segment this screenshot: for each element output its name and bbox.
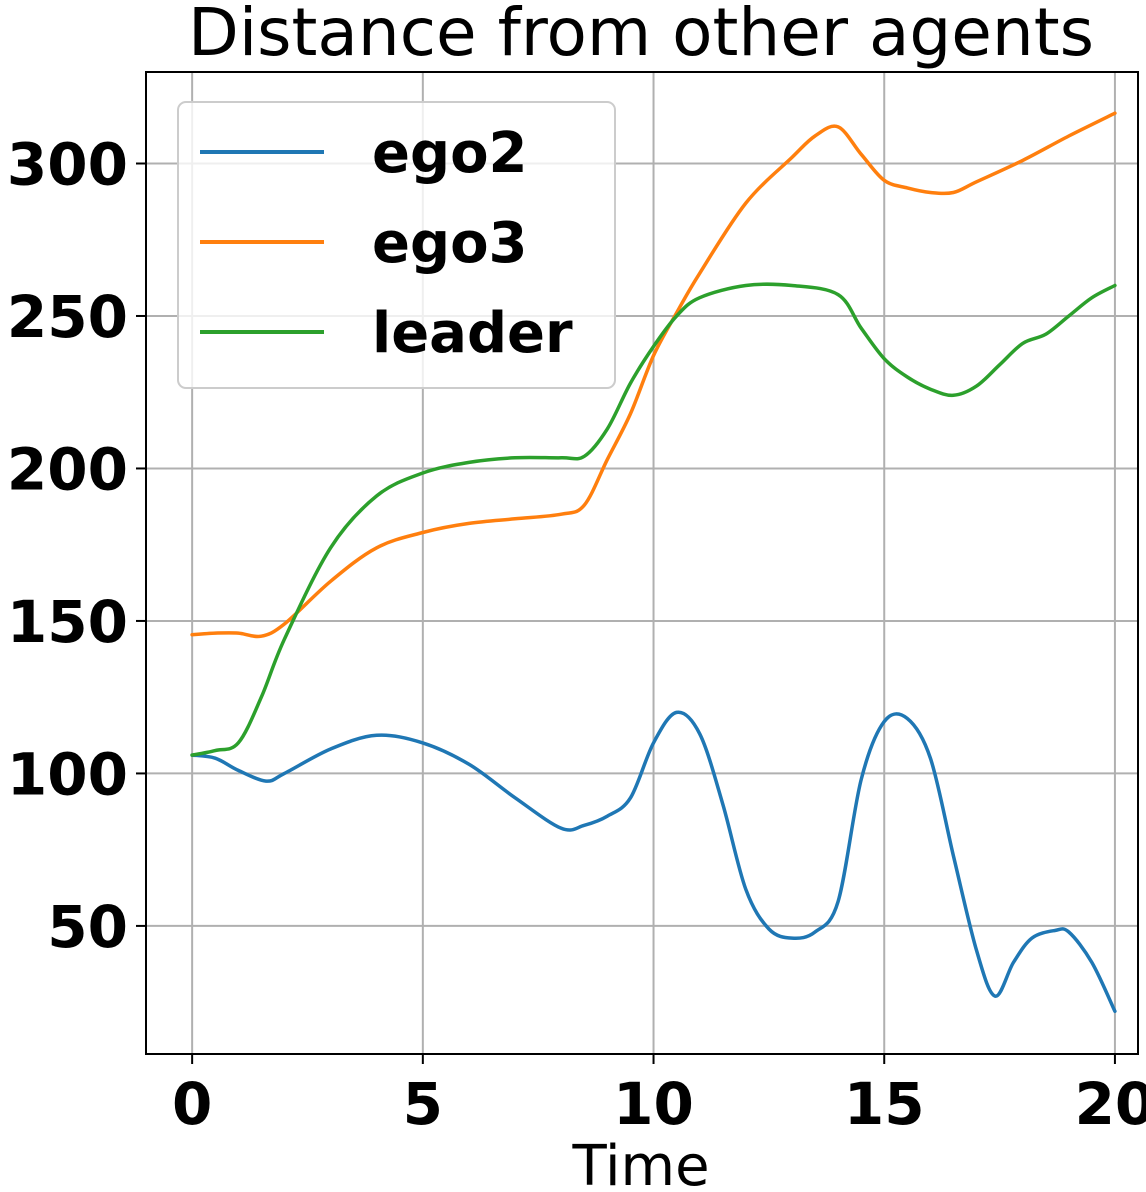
y-tick-label: 50 xyxy=(47,893,128,961)
series-lines xyxy=(190,111,1117,1014)
y-tick-label: 200 xyxy=(7,435,128,503)
legend-box xyxy=(177,101,616,389)
y-tick-label: 150 xyxy=(7,588,128,656)
x-axis-label: Time xyxy=(571,1134,709,1192)
legend-label-leader: leader xyxy=(372,301,573,366)
legend-label-ego3: ego3 xyxy=(372,211,528,276)
x-tick-label: 0 xyxy=(172,1070,212,1138)
series-line-ego2 xyxy=(190,710,1117,1014)
y-tick-label: 100 xyxy=(7,740,128,808)
x-tick-label: 5 xyxy=(403,1070,443,1138)
chart-title: Distance from other agents xyxy=(188,0,1094,71)
y-axis-ticks: 50 100 150 200 250 300 xyxy=(7,130,146,961)
plot-frame xyxy=(145,71,1139,1055)
x-tick-label: 20 xyxy=(1075,1070,1146,1138)
x-tick-label: 10 xyxy=(613,1070,694,1138)
x-axis-ticks: 0 5 10 15 20 xyxy=(172,1054,1146,1138)
legend: ego2 ego3 leader xyxy=(177,101,616,389)
y-tick-label: 250 xyxy=(7,283,128,351)
x-tick-label: 15 xyxy=(844,1070,925,1138)
y-tick-label: 300 xyxy=(7,130,128,198)
legend-label-ego2: ego2 xyxy=(372,121,528,186)
series-line-leader xyxy=(190,282,1117,757)
